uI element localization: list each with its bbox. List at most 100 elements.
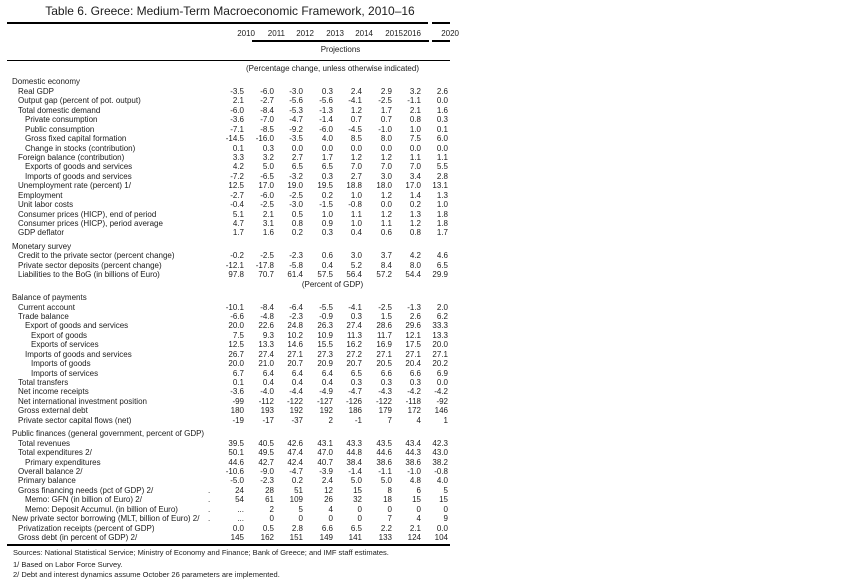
cell-2012: -4.4 [289, 387, 303, 397]
row-label: Foreign balance (contribution) [18, 152, 125, 162]
table-row: Primary expenditures 44.6 42.7 42.4 40.7 38.4… [7, 458, 448, 467]
cell-2020: 13.1 [432, 181, 448, 191]
table-row: Memo: Deposit Accumul. (in billion of Eu… [7, 505, 448, 514]
cell-2013: 0.0 [321, 143, 333, 153]
cell-2010: -0.4 [230, 200, 244, 210]
cell-2013: 6.4 [321, 368, 333, 378]
row-label: GDP deflator [18, 228, 65, 238]
row-label: Total revenues [18, 438, 71, 448]
section-header: Domestic economy [7, 77, 448, 86]
cell-2016: 3.4 [409, 171, 421, 181]
cell-2016: 3.2 [409, 86, 421, 96]
cell-2016: 2.1 [409, 523, 421, 533]
cell-2013: -5.5 [319, 302, 333, 312]
cell-2015: 8 [387, 485, 392, 495]
cell-2013: 43.1 [317, 438, 333, 448]
cell-2013: 192 [319, 406, 333, 416]
cell-2016: 1.2 [409, 219, 421, 228]
row-label: Private sector deposits (percent change) [18, 260, 162, 270]
cell-2015: 0 [387, 504, 392, 514]
cell-2016: 7.0 [409, 162, 421, 172]
projections-label: Projections [320, 45, 361, 54]
cell-2012: 47.4 [287, 448, 303, 458]
cell-2020: 5 [443, 485, 448, 495]
year-header-row: 2010 2011 2012 2013 2014 2015 2016 2020 [7, 28, 459, 38]
cell-2020: 27.1 [432, 349, 448, 359]
cell-2020: 0.0 [436, 523, 448, 533]
cell-2014: 16.2 [346, 340, 362, 350]
cell-2011: -8.4 [260, 302, 274, 312]
cell-2011: -2.5 [260, 200, 274, 210]
cell-2012: 0.2 [291, 228, 303, 238]
cell-2012: 24.8 [287, 321, 303, 331]
cell-2011: -4.0 [260, 387, 274, 397]
table-bottom-rule [7, 544, 450, 547]
cell-2016: 12.1 [405, 330, 421, 340]
year-column-2016: 2016 [403, 28, 421, 38]
cell-2010: -12.1 [225, 260, 244, 270]
unit-note: (Percent of GDP) [301, 279, 364, 289]
table-row: Export of goods 7.5 9.3 10.2 10.9 11.3 11.7 12.… [7, 331, 448, 340]
cell-2013: 4.0 [321, 134, 333, 144]
cell-2011: 2.1 [262, 209, 274, 219]
table-row: Gross debt (in percent of GDP) 2/145 162 1… [7, 533, 448, 542]
year-column-2013: 2013 [326, 28, 344, 38]
table-row: Total revenues 39.5 40.5 42.6 43.1 43.3 43.5 43… [7, 439, 448, 448]
cell-2012: 6.5 [291, 162, 303, 172]
cell-2015: 11.7 [377, 330, 392, 340]
cell-2016: -4.2 [407, 387, 421, 397]
cell-2013: 1.0 [321, 209, 333, 219]
row-label: Monetary survey [12, 241, 72, 251]
cell-2011: 0.5 [262, 523, 274, 533]
table-row: Liabilities to the BoG (in billions of E… [7, 270, 448, 279]
cell-2011: -112 [258, 396, 274, 406]
cell-2016: 6.6 [409, 368, 421, 378]
cell-2016: 4 [416, 514, 421, 524]
cell-2012: -3.0 [289, 86, 303, 96]
cell-2016: 38.6 [405, 457, 421, 467]
table-row: Imports of goods and services -7.2 -6.5 -3.… [7, 172, 448, 181]
section-header: Monetary survey [7, 242, 448, 251]
footnote-1: 1/ Based on Labor Force Survey. [13, 560, 123, 569]
table-row: Gross external debt 180 193 192 192 186 179 172… [7, 406, 448, 415]
cell-2010: -6.6 [230, 311, 244, 321]
cell-2012: 14.6 [287, 340, 303, 350]
projections-underline [252, 40, 429, 42]
cell-2010: 50.1 [228, 448, 244, 458]
row-label: Consumer prices (HICP), period average [18, 219, 163, 228]
cell-2013: -1.3 [319, 105, 333, 115]
row-label: Unit labor costs [18, 200, 74, 210]
cell-2016: 54.4 [405, 270, 421, 280]
cell-2020: -92 [436, 396, 448, 406]
cell-2012: -2.3 [289, 251, 303, 261]
table-row: Imports of goods 20.0 21.0 20.7 20.9 20.7 20.5… [7, 359, 448, 368]
row-label: Trade balance [18, 311, 69, 321]
cell-2011: 9.3 [262, 330, 274, 340]
row-label: Gross external debt [18, 406, 88, 416]
table-row: Net international investment position -99… [7, 397, 448, 406]
cell-2011: 49.5 [258, 448, 274, 458]
table-row: Overall balance 2/ -10.6 -9.0 -4.7 -3.9 -1.4 -… [7, 467, 448, 476]
year-column-2010: 2010 [237, 28, 255, 38]
year-column-2014: 2014 [355, 28, 373, 38]
cell-2015: 0.7 [380, 115, 392, 125]
row-label: Public consumption [25, 124, 95, 134]
row-label: Primary balance [18, 476, 76, 486]
row-label: Gross debt (in percent of GDP) 2/ [18, 533, 138, 542]
cell-2011: -8.5 [260, 124, 274, 134]
cell-2013: 20.9 [317, 359, 333, 369]
cell-2011: 2 [269, 504, 274, 514]
cell-2016: 1.4 [409, 190, 421, 200]
cell-2010: 44.6 [228, 457, 244, 467]
row-label: Exports of goods and services [25, 162, 133, 172]
cell-2010: 0.1 [232, 378, 244, 387]
cell-2013: -3.9 [319, 466, 333, 476]
cell-2015: 179 [378, 406, 392, 416]
cell-2011: 70.7 [258, 270, 274, 280]
cell-2011: 1.6 [262, 228, 274, 238]
cell-2015: 38.6 [376, 457, 392, 467]
cell-2014: 0 [357, 514, 362, 524]
cell-2010: 4.2 [232, 162, 244, 172]
table-row: Total expenditures 2/50.1 49.5 47.4 47.0 44.… [7, 448, 448, 457]
cell-2012: 27.1 [287, 349, 303, 359]
